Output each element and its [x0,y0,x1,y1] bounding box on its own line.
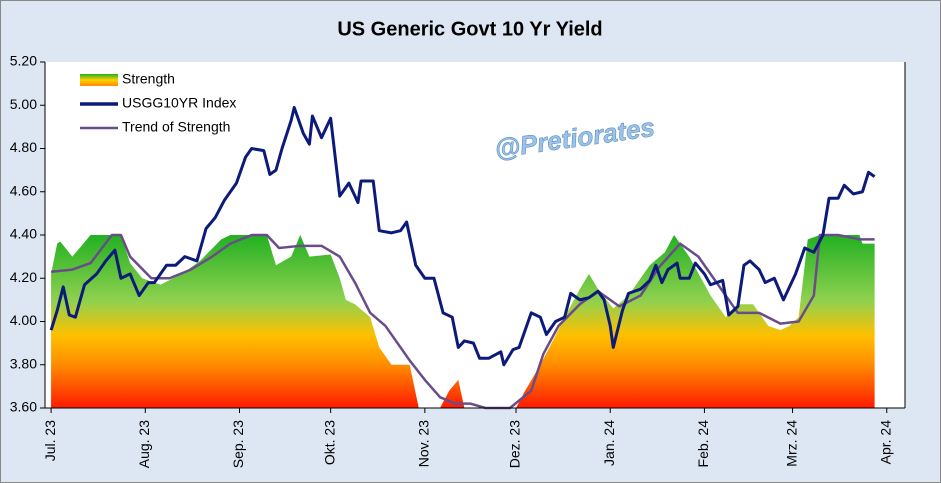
y-tick-label: 4.80 [10,139,37,155]
x-tick-label: Sep. 23 [230,420,246,468]
x-tick-label: Aug. 23 [136,420,152,468]
legend-swatch [80,74,118,86]
strength-area [51,235,875,408]
y-tick-label: 5.20 [10,53,37,69]
y-tick-label: 4.60 [10,182,37,198]
legend-label: USGG10YR Index [122,95,236,111]
plot [49,105,876,410]
y-tick-label: 3.80 [10,355,37,371]
y-tick-label: 5.00 [10,96,37,112]
y-tick-label: 4.00 [10,312,37,328]
x-tick-label: Dez. 23 [507,420,523,468]
series-line [49,105,876,367]
x-tick-label: Apr. 24 [877,420,893,465]
series-line [50,233,875,410]
x-tick-label: Feb. 24 [695,420,711,468]
x-tick-label: Okt. 23 [321,420,337,465]
x-tick-label: Mrz. 24 [783,420,799,467]
chart-title: US Generic Govt 10 Yr Yield [337,18,602,40]
legend-label: Trend of Strength [122,119,230,135]
y-tick-label: 4.20 [10,269,37,285]
y-tick-label: 4.40 [10,226,37,242]
legend-label: Strength [122,71,175,87]
x-tick-label: Jan. 24 [601,420,617,466]
y-tick-label: 3.60 [10,399,37,415]
x-tick-label: Nov. 23 [416,420,432,467]
x-tick-label: Jul. 23 [42,420,58,461]
